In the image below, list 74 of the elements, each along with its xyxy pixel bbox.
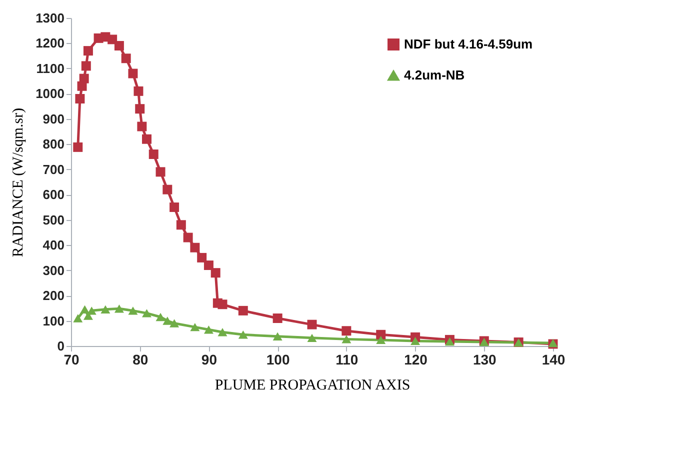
point — [73, 142, 83, 152]
point — [137, 122, 147, 132]
x-axis-title: PLUME PROPAGATION AXIS — [214, 378, 410, 394]
point — [80, 305, 90, 314]
point — [156, 312, 166, 322]
x-tick-label: 100 — [266, 352, 290, 368]
y-tick-label: 600 — [42, 187, 64, 202]
point — [142, 134, 152, 144]
y-tick-label: 100 — [42, 313, 64, 328]
point — [307, 320, 317, 330]
y-tick-label: 400 — [42, 238, 64, 253]
point — [410, 336, 420, 346]
point — [342, 335, 352, 344]
point — [128, 68, 138, 78]
point — [183, 232, 193, 242]
point — [162, 184, 172, 194]
point — [81, 61, 91, 71]
point — [238, 306, 248, 316]
point — [272, 314, 282, 323]
point — [176, 220, 186, 230]
legend-label: 4.2um-NB — [404, 68, 465, 82]
point — [135, 104, 145, 114]
point — [376, 336, 386, 344]
legend-label: NDF but 4.16-4.59um — [404, 36, 533, 52]
point — [218, 300, 228, 310]
point — [238, 330, 248, 339]
y-tick-label: 500 — [42, 212, 64, 228]
y-axis-title: RADIANCE (W/sqm.sr) — [10, 108, 27, 258]
point — [342, 326, 352, 336]
point — [75, 94, 85, 104]
point — [148, 150, 158, 159]
point — [108, 34, 118, 44]
point — [156, 167, 166, 177]
y-tick-label: 200 — [42, 288, 64, 304]
point — [197, 252, 207, 262]
point — [83, 46, 93, 56]
x-tick-label: 120 — [404, 352, 428, 368]
y-tick-label: 300 — [42, 262, 64, 278]
y-tick-label: 700 — [42, 162, 64, 177]
point — [218, 328, 228, 336]
point — [190, 242, 200, 252]
y-tick-label: 1100 — [36, 60, 64, 76]
y-tick-label: 0 — [57, 338, 64, 354]
x-tick-label: 140 — [542, 352, 566, 368]
x-tick-label: 130 — [472, 352, 497, 368]
point — [210, 268, 220, 278]
point — [170, 319, 180, 328]
point — [114, 41, 124, 50]
x-tick-label: 90 — [201, 352, 218, 368]
y-tick-label: 1300 — [36, 10, 64, 26]
point — [307, 334, 317, 342]
point — [142, 309, 152, 318]
point — [170, 202, 180, 212]
y-tick-label: 1000 — [36, 86, 64, 102]
point — [376, 330, 386, 340]
y-tick-label: 900 — [42, 111, 64, 126]
point — [73, 314, 83, 322]
x-tick-label: 70 — [64, 352, 80, 368]
point — [444, 337, 454, 346]
y-tick-label: 1200 — [36, 36, 64, 51]
point — [134, 86, 144, 96]
x-tick-label: 110 — [336, 352, 358, 368]
point — [162, 316, 172, 325]
point — [204, 260, 214, 270]
point — [79, 74, 89, 84]
point — [121, 54, 131, 64]
point — [190, 322, 200, 332]
point — [114, 304, 124, 313]
y-tick-label: 800 — [42, 136, 64, 152]
point — [128, 306, 138, 315]
x-tick-label: 80 — [132, 352, 148, 368]
point — [100, 305, 110, 314]
point — [272, 332, 282, 341]
point — [204, 325, 214, 334]
